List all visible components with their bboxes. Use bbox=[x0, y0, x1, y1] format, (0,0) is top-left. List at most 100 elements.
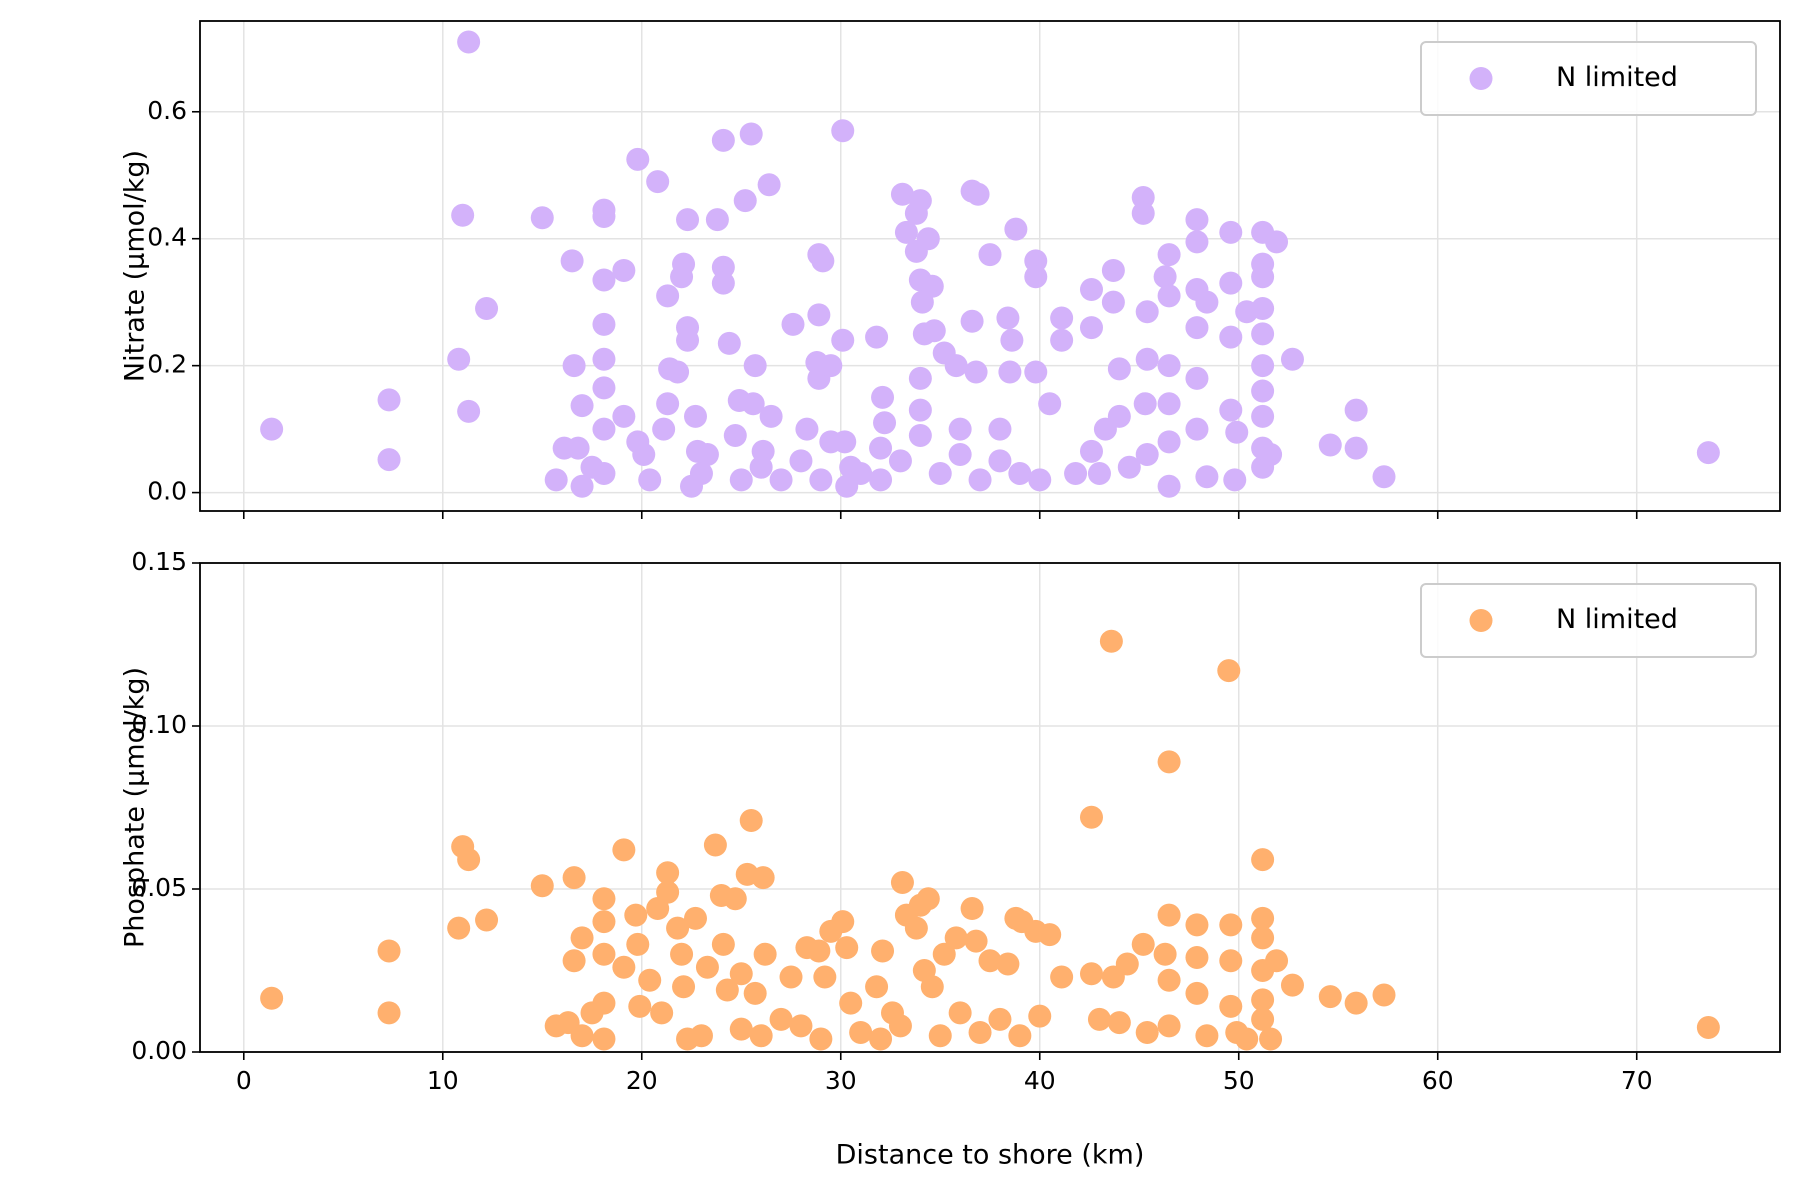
point bbox=[779, 965, 803, 989]
y-tick-label: 0.00 bbox=[131, 1036, 187, 1065]
subplot: 0.0 0.2 0.4 0.6 Nitrate (µmol/kg) N limited bbox=[120, 20, 1781, 519]
point bbox=[457, 399, 481, 423]
point bbox=[871, 939, 895, 963]
point bbox=[377, 448, 401, 472]
point bbox=[890, 182, 914, 206]
point bbox=[1280, 973, 1304, 997]
point bbox=[1157, 903, 1181, 927]
point bbox=[1135, 443, 1159, 467]
point bbox=[1251, 297, 1275, 321]
point bbox=[570, 394, 594, 418]
y-tick-label: 0.0 bbox=[147, 477, 187, 506]
point bbox=[570, 926, 594, 950]
point bbox=[451, 203, 475, 227]
point bbox=[741, 392, 765, 416]
point bbox=[544, 468, 568, 492]
point bbox=[457, 848, 481, 872]
point bbox=[1153, 942, 1177, 966]
point bbox=[260, 986, 284, 1010]
point bbox=[1265, 949, 1289, 973]
point bbox=[672, 252, 696, 276]
point bbox=[1372, 465, 1396, 489]
point bbox=[1219, 271, 1243, 295]
point bbox=[869, 1027, 893, 1051]
point bbox=[948, 1001, 972, 1025]
legend-box bbox=[1420, 41, 1757, 116]
point bbox=[1251, 906, 1275, 930]
point bbox=[928, 1024, 952, 1048]
point bbox=[1318, 433, 1342, 457]
point bbox=[656, 880, 680, 904]
point bbox=[769, 1007, 793, 1031]
point bbox=[888, 1014, 912, 1038]
point bbox=[795, 417, 819, 441]
point bbox=[711, 255, 735, 279]
point bbox=[928, 462, 952, 486]
point bbox=[1101, 258, 1125, 282]
point bbox=[566, 436, 590, 460]
point bbox=[624, 903, 648, 927]
point bbox=[652, 417, 676, 441]
point bbox=[592, 1027, 616, 1051]
point bbox=[839, 991, 863, 1015]
point bbox=[377, 939, 401, 963]
point bbox=[1185, 945, 1209, 969]
point bbox=[715, 978, 739, 1002]
point bbox=[1251, 988, 1275, 1012]
point bbox=[656, 392, 680, 416]
point bbox=[717, 331, 741, 355]
point bbox=[1157, 1014, 1181, 1038]
axes-frame bbox=[199, 562, 1781, 1053]
point bbox=[904, 916, 928, 940]
point bbox=[1024, 265, 1048, 289]
point bbox=[729, 468, 753, 492]
point bbox=[1157, 284, 1181, 308]
point bbox=[753, 942, 777, 966]
point bbox=[612, 404, 636, 428]
y-tick-label: 0.2 bbox=[147, 350, 187, 379]
point bbox=[1217, 659, 1241, 683]
point bbox=[869, 436, 893, 460]
point bbox=[811, 249, 835, 273]
legend-box bbox=[1420, 583, 1757, 658]
point bbox=[1135, 300, 1159, 324]
point bbox=[1259, 443, 1283, 467]
point bbox=[1115, 952, 1139, 976]
point bbox=[869, 468, 893, 492]
point bbox=[1038, 392, 1062, 416]
y-tick-label: 0.10 bbox=[131, 710, 187, 739]
point bbox=[944, 926, 968, 950]
point bbox=[1087, 462, 1111, 486]
point bbox=[1087, 1007, 1111, 1031]
point bbox=[1050, 306, 1074, 330]
point bbox=[612, 838, 636, 862]
point bbox=[890, 870, 914, 894]
point bbox=[769, 468, 793, 492]
point bbox=[733, 189, 757, 213]
y-tick-label: 0.6 bbox=[147, 96, 187, 125]
point bbox=[1259, 1027, 1283, 1051]
point bbox=[1157, 968, 1181, 992]
x-tick-label: 70 bbox=[1621, 1066, 1653, 1095]
point bbox=[632, 443, 656, 467]
point bbox=[650, 1001, 674, 1025]
point bbox=[711, 128, 735, 152]
y-tick-label: 0.05 bbox=[131, 873, 187, 902]
point bbox=[457, 30, 481, 54]
x-axis-label: Distance to shore (km) bbox=[836, 1140, 1145, 1171]
point bbox=[1251, 379, 1275, 403]
point bbox=[1000, 328, 1024, 352]
point bbox=[948, 417, 972, 441]
point bbox=[960, 897, 984, 921]
point bbox=[1219, 398, 1243, 422]
point bbox=[908, 189, 932, 213]
point bbox=[749, 455, 773, 479]
legend-label: N limited bbox=[1556, 62, 1678, 93]
point bbox=[1185, 913, 1209, 937]
point bbox=[908, 398, 932, 422]
point bbox=[592, 462, 616, 486]
point bbox=[757, 173, 781, 197]
point bbox=[676, 328, 700, 352]
